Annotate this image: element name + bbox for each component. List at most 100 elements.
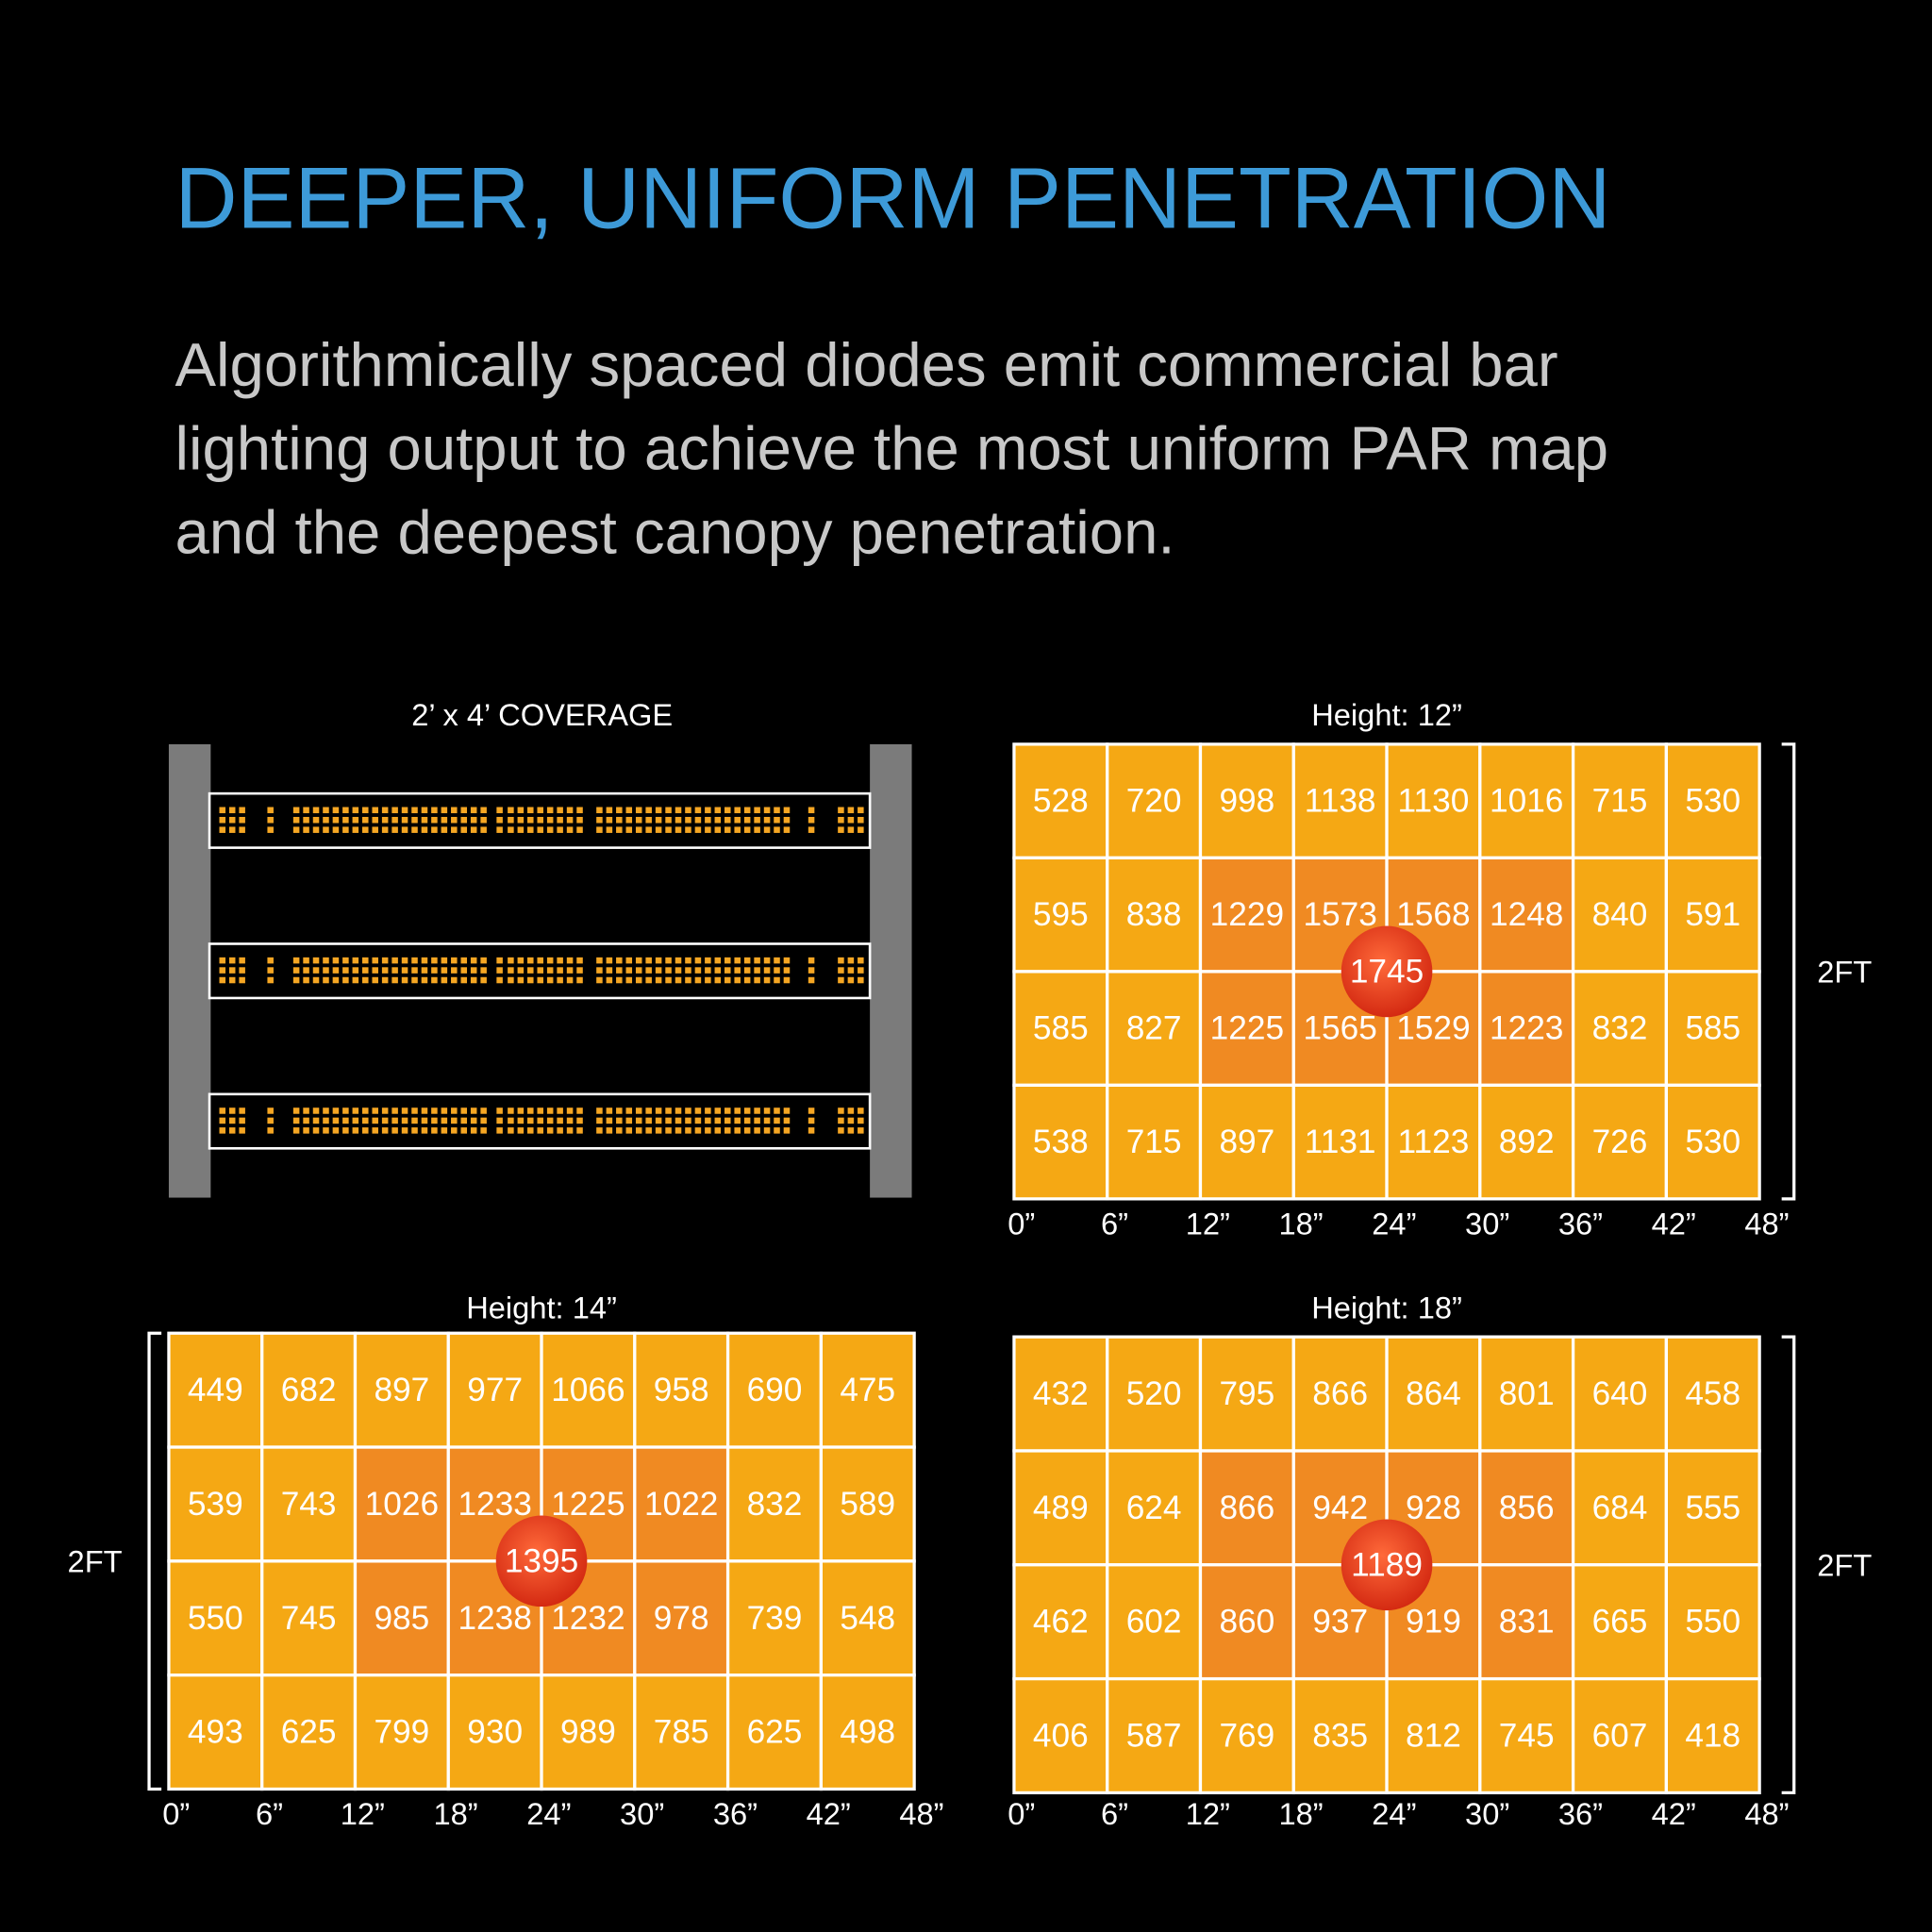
map-value: 726: [1592, 1124, 1648, 1160]
map-cell: [1106, 1083, 1203, 1201]
diode: [441, 826, 448, 833]
diode: [714, 1108, 722, 1114]
diode: [576, 967, 583, 974]
map-cell: [1664, 1676, 1761, 1795]
map-value: 489: [1033, 1490, 1089, 1526]
diode: [714, 1117, 722, 1124]
x-label: 6”: [1101, 1796, 1128, 1831]
diode: [546, 1108, 554, 1114]
diode: [470, 967, 477, 974]
diode: [546, 807, 554, 814]
diode: [774, 1117, 780, 1124]
map-title: Height: 18”: [1311, 1290, 1462, 1324]
diode: [724, 807, 731, 814]
map-cell: [260, 1674, 358, 1791]
diode: [576, 976, 583, 984]
x-label: 12”: [341, 1796, 385, 1831]
diode: [783, 807, 791, 814]
diode: [411, 1108, 418, 1114]
diode: [391, 1117, 398, 1124]
map-value: 418: [1685, 1718, 1740, 1755]
diode: [303, 967, 309, 974]
diode: [576, 826, 583, 833]
diode: [655, 816, 662, 824]
diode: [421, 816, 428, 824]
diode: [431, 957, 438, 964]
x-label: 42”: [1652, 1796, 1696, 1831]
diode: [508, 1108, 514, 1114]
diode: [362, 826, 369, 833]
x-label: 48”: [1744, 1206, 1789, 1241]
diode: [401, 967, 408, 974]
diode: [694, 967, 702, 974]
map-value: 785: [654, 1714, 709, 1751]
diode: [774, 967, 780, 974]
diode: [705, 816, 711, 824]
map-value: 520: [1126, 1375, 1182, 1412]
map-value: 840: [1592, 896, 1648, 933]
diode: [847, 967, 855, 974]
diode: [362, 1127, 369, 1134]
map-value: 715: [1592, 783, 1648, 820]
map-value: 1138: [1305, 783, 1376, 820]
diode: [763, 826, 771, 833]
x-label: 24”: [526, 1796, 571, 1831]
map-value: 1131: [1305, 1124, 1376, 1160]
diode: [734, 976, 741, 984]
map-value: 832: [1592, 1010, 1648, 1047]
diode: [616, 1117, 623, 1124]
diode: [460, 816, 468, 824]
diode: [734, 967, 741, 974]
diode: [508, 1117, 514, 1124]
diode: [606, 807, 613, 814]
diode: [625, 957, 633, 964]
map-cell: [1571, 1335, 1668, 1453]
diode: [362, 957, 369, 964]
diode: [847, 976, 855, 984]
map-value: 1123: [1398, 1124, 1470, 1160]
map-value: 1565: [1303, 1010, 1376, 1047]
diode: [228, 967, 236, 974]
map-value: 1130: [1398, 783, 1470, 820]
diode: [239, 976, 245, 984]
map-cell: [353, 1559, 450, 1677]
diode: [411, 976, 418, 984]
diode: [724, 816, 731, 824]
diode: [566, 976, 574, 984]
diode: [401, 826, 408, 833]
diode: [292, 957, 300, 964]
diode: [219, 1127, 226, 1134]
diode: [754, 1127, 760, 1134]
diode: [596, 816, 603, 824]
diode: [754, 1117, 760, 1124]
diode: [303, 1127, 309, 1134]
diode: [323, 1117, 329, 1124]
diode: [616, 1108, 623, 1114]
x-label: 24”: [1372, 1796, 1416, 1831]
diode: [714, 816, 722, 824]
diode: [655, 1108, 662, 1114]
diode: [724, 1127, 731, 1134]
diode: [267, 826, 274, 833]
map-value: 449: [188, 1372, 243, 1408]
diode: [808, 807, 815, 814]
diode: [292, 807, 300, 814]
diode: [332, 816, 340, 824]
diode: [763, 976, 771, 984]
diode: [431, 816, 438, 824]
diode: [239, 816, 245, 824]
diode: [705, 807, 711, 814]
diode: [362, 967, 369, 974]
diode: [774, 1108, 780, 1114]
diode: [858, 967, 864, 974]
map-value: 801: [1499, 1375, 1555, 1412]
diode: [292, 1117, 300, 1124]
map-value: 1066: [551, 1372, 625, 1408]
diode: [808, 1108, 815, 1114]
map-value: 720: [1126, 783, 1182, 820]
map-value: 831: [1499, 1604, 1555, 1641]
diode: [537, 807, 543, 814]
map-value: 406: [1033, 1718, 1089, 1755]
diode: [808, 1117, 815, 1124]
